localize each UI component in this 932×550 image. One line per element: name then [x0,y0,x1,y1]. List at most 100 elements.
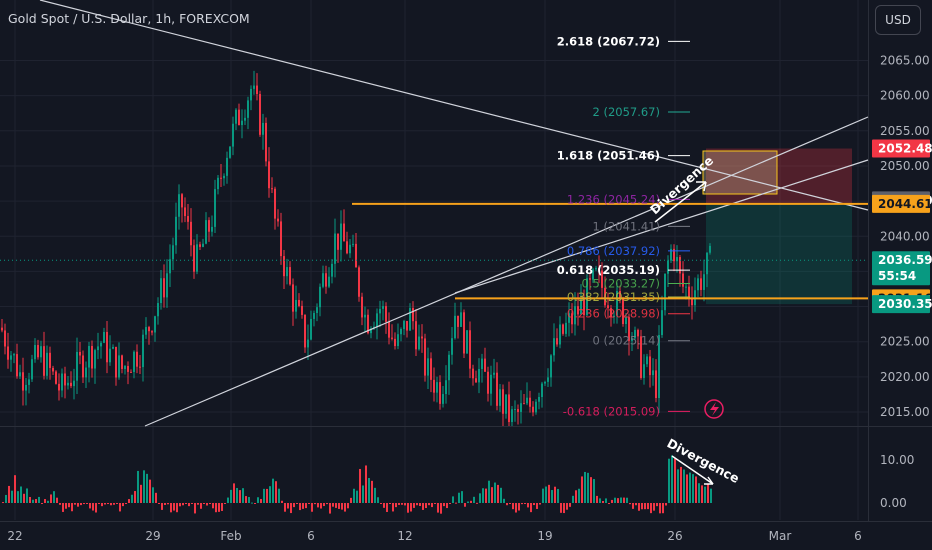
candle-body [490,374,492,394]
candle-body [496,372,498,406]
candle-body [310,318,312,340]
candle-body [301,305,303,315]
indicator-bar [671,455,673,503]
time-tick-label: 29 [145,529,160,543]
indicator-bar [545,486,547,503]
fib-level-label: 2.618 (2067.72) [557,34,660,48]
indicator-bar [254,503,256,504]
indicator-bar [269,486,271,503]
candle-body [241,120,243,126]
candle-body [256,85,258,95]
indicator-bar [8,485,10,503]
indicator-bar [335,503,337,508]
indicator-bar [188,503,190,507]
indicator-bar [80,503,82,506]
indicator-bar [44,499,46,503]
candle-body [304,314,306,348]
candle-body [448,354,450,381]
price-tick-label: 2050.00 [880,159,930,173]
indicator-bar [26,488,28,503]
candle-body [232,123,234,147]
currency-button[interactable]: USD [875,5,921,35]
candle-body [100,342,102,347]
candle-body [349,244,351,254]
indicator-bar [509,503,511,504]
indicator-bar [110,503,112,506]
indicator-bar [470,500,472,503]
candle-body [700,278,702,290]
candle-body [217,177,219,190]
indicator-bar [263,488,265,503]
candle-body [595,267,597,270]
indicator-bar [332,503,334,507]
indicator-bar [647,503,649,510]
highlight-box [702,150,778,195]
indicator-bar [599,498,601,503]
candle-body [556,338,558,345]
candle-body [355,243,357,268]
indicator-bar [461,491,463,503]
candle-body [370,328,372,334]
fib-level-label: 1 (2041.41) [592,219,660,233]
candle-body [34,345,36,360]
candle-body [103,331,105,343]
indicator-bar [710,488,712,503]
indicator-bar [377,497,379,503]
candle-body [94,350,96,369]
price-tags: 2052.482045.102044.612036.5955:542031.16… [872,139,932,314]
indicator-bar [686,474,688,503]
indicator-bar [359,468,361,503]
candle-body [646,356,648,365]
indicator-bar [287,503,289,509]
candle-body [1,327,3,331]
candle-body [436,382,438,393]
candle-body [40,346,42,358]
indicator-bar [449,503,451,504]
indicator-bar [272,478,274,503]
indicator-bar [440,503,442,514]
indicator-bar [182,503,184,506]
indicator-bar [20,486,22,503]
candle-body [142,334,144,368]
indicator-bar [92,503,94,511]
price-tag-label: 2044.61 [878,197,932,211]
indicator-bar [245,496,247,503]
indicator-bar [29,496,31,503]
candle-body [568,313,570,323]
candlesticks [1,70,711,426]
time-tick-label: Mar [769,529,792,543]
indicator-bar [56,497,58,503]
indicator-bar [239,490,241,503]
candle-body [193,245,195,272]
time-tick-label: 22 [7,529,22,543]
indicator-bar [566,503,568,510]
candle-body [154,316,156,333]
indicator-bar [161,503,163,510]
indicator-bar [296,503,298,504]
indicator-bar [416,503,418,506]
indicator-bar [584,471,586,503]
candle-body [652,370,654,376]
candle-body [658,335,660,399]
fib-level-label: 0.5 (2033.27) [582,277,660,291]
candle-body [601,270,603,288]
fib-level-label: 0 (2025.14) [592,334,660,348]
indicator-bar [677,469,679,503]
indicator-bar [404,503,406,506]
indicator-bar [236,487,238,503]
indicator-bar [257,497,259,503]
indicator-bar [392,503,394,512]
candle-body [502,389,504,414]
indicator-bar [41,503,43,504]
candle-body [427,358,429,376]
candle-body [76,351,78,381]
indicator-bar [629,503,631,505]
indicator-bar [356,490,358,503]
indicator-bar [71,503,73,512]
candle-body [16,354,18,377]
candle-body [589,278,591,280]
candle-body [682,273,684,287]
price-tag-box [872,295,930,314]
candle-body [118,355,120,378]
